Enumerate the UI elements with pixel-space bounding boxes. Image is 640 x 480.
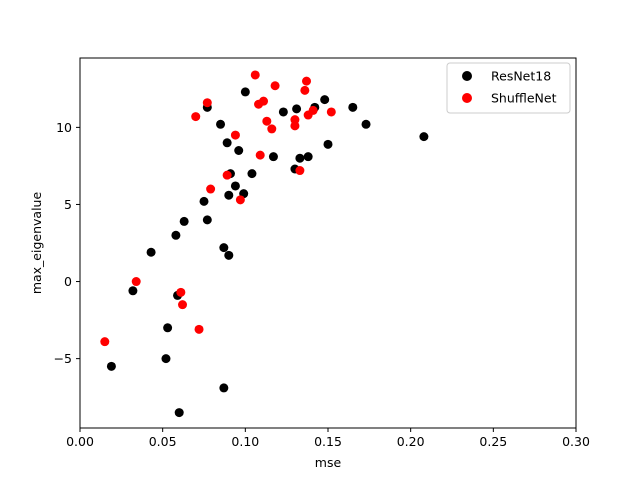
point-shufflenet <box>267 124 277 134</box>
point-resnet18 <box>224 250 234 260</box>
point-resnet18 <box>240 87 250 97</box>
point-shufflenet <box>270 81 280 91</box>
point-shufflenet <box>230 130 240 140</box>
point-resnet18 <box>128 286 138 296</box>
y-tick-label: 0 <box>64 274 72 289</box>
legend: ResNet18 ShuffleNet <box>446 62 571 114</box>
point-resnet18 <box>234 146 244 155</box>
point-shufflenet <box>262 116 272 126</box>
point-resnet18 <box>179 216 189 226</box>
point-shufflenet <box>100 337 110 347</box>
point-shufflenet <box>302 76 312 86</box>
point-resnet18 <box>199 196 209 206</box>
point-shufflenet <box>131 277 141 287</box>
point-shufflenet <box>194 324 204 334</box>
legend-box <box>446 62 571 114</box>
point-shufflenet <box>206 184 216 194</box>
x-tick-label: 0.10 <box>231 434 259 449</box>
point-shufflenet <box>290 121 300 131</box>
point-resnet18 <box>320 95 330 105</box>
point-resnet18 <box>303 152 313 162</box>
y-axis-label: max_eigenvalue <box>29 192 44 295</box>
point-resnet18 <box>219 243 229 253</box>
point-resnet18 <box>348 102 358 112</box>
x-axis-label: mse <box>315 455 342 470</box>
point-resnet18 <box>247 169 257 179</box>
point-resnet18 <box>219 383 229 393</box>
point-resnet18 <box>224 190 234 200</box>
point-resnet18 <box>161 354 171 364</box>
point-resnet18 <box>230 181 240 191</box>
point-shufflenet <box>295 166 305 176</box>
point-shufflenet <box>290 115 300 125</box>
point-resnet18 <box>361 119 371 129</box>
point-resnet18 <box>419 132 429 142</box>
point-shufflenet <box>250 70 260 80</box>
point-resnet18 <box>295 153 305 163</box>
point-shufflenet <box>259 96 269 106</box>
point-shufflenet <box>235 195 245 205</box>
legend-label-resnet18: ResNet18 <box>491 69 551 84</box>
x-tick-label: 0.20 <box>397 434 425 449</box>
y-tick-label: 5 <box>64 197 72 212</box>
point-resnet18 <box>202 215 212 225</box>
point-shufflenet <box>176 287 186 297</box>
x-tick-label: 0.00 <box>66 434 94 449</box>
point-shufflenet <box>308 105 318 115</box>
point-shufflenet <box>191 112 201 122</box>
legend-marker-resnet18 <box>462 71 472 81</box>
point-resnet18 <box>323 139 333 149</box>
legend-marker-shufflenet <box>462 93 472 103</box>
x-tick-label: 0.30 <box>562 434 590 449</box>
y-tick-label: 10 <box>56 120 72 135</box>
point-resnet18 <box>174 408 184 418</box>
point-resnet18 <box>268 152 278 162</box>
point-resnet18 <box>106 361 116 371</box>
point-shufflenet <box>202 98 212 108</box>
points-layer <box>100 70 429 418</box>
x-tick-label: 0.15 <box>314 434 342 449</box>
point-shufflenet <box>255 150 265 160</box>
point-shufflenet <box>222 170 232 180</box>
x-tick-label: 0.05 <box>149 434 177 449</box>
point-resnet18 <box>216 119 226 129</box>
x-axis: 0.00 0.05 0.10 0.15 0.20 0.25 0.30 <box>66 428 590 449</box>
legend-label-shufflenet: ShuffleNet <box>491 91 557 106</box>
point-shufflenet <box>178 300 188 310</box>
point-resnet18 <box>146 247 156 257</box>
point-resnet18 <box>278 107 288 117</box>
point-resnet18 <box>292 104 302 114</box>
x-tick-label: 0.25 <box>479 434 507 449</box>
point-resnet18 <box>171 230 181 240</box>
point-shufflenet <box>326 107 336 117</box>
point-shufflenet <box>300 85 310 95</box>
y-tick-label: −5 <box>54 351 72 366</box>
point-resnet18 <box>163 323 173 333</box>
point-resnet18 <box>222 138 232 148</box>
y-axis: −5 0 5 10 <box>54 120 80 366</box>
